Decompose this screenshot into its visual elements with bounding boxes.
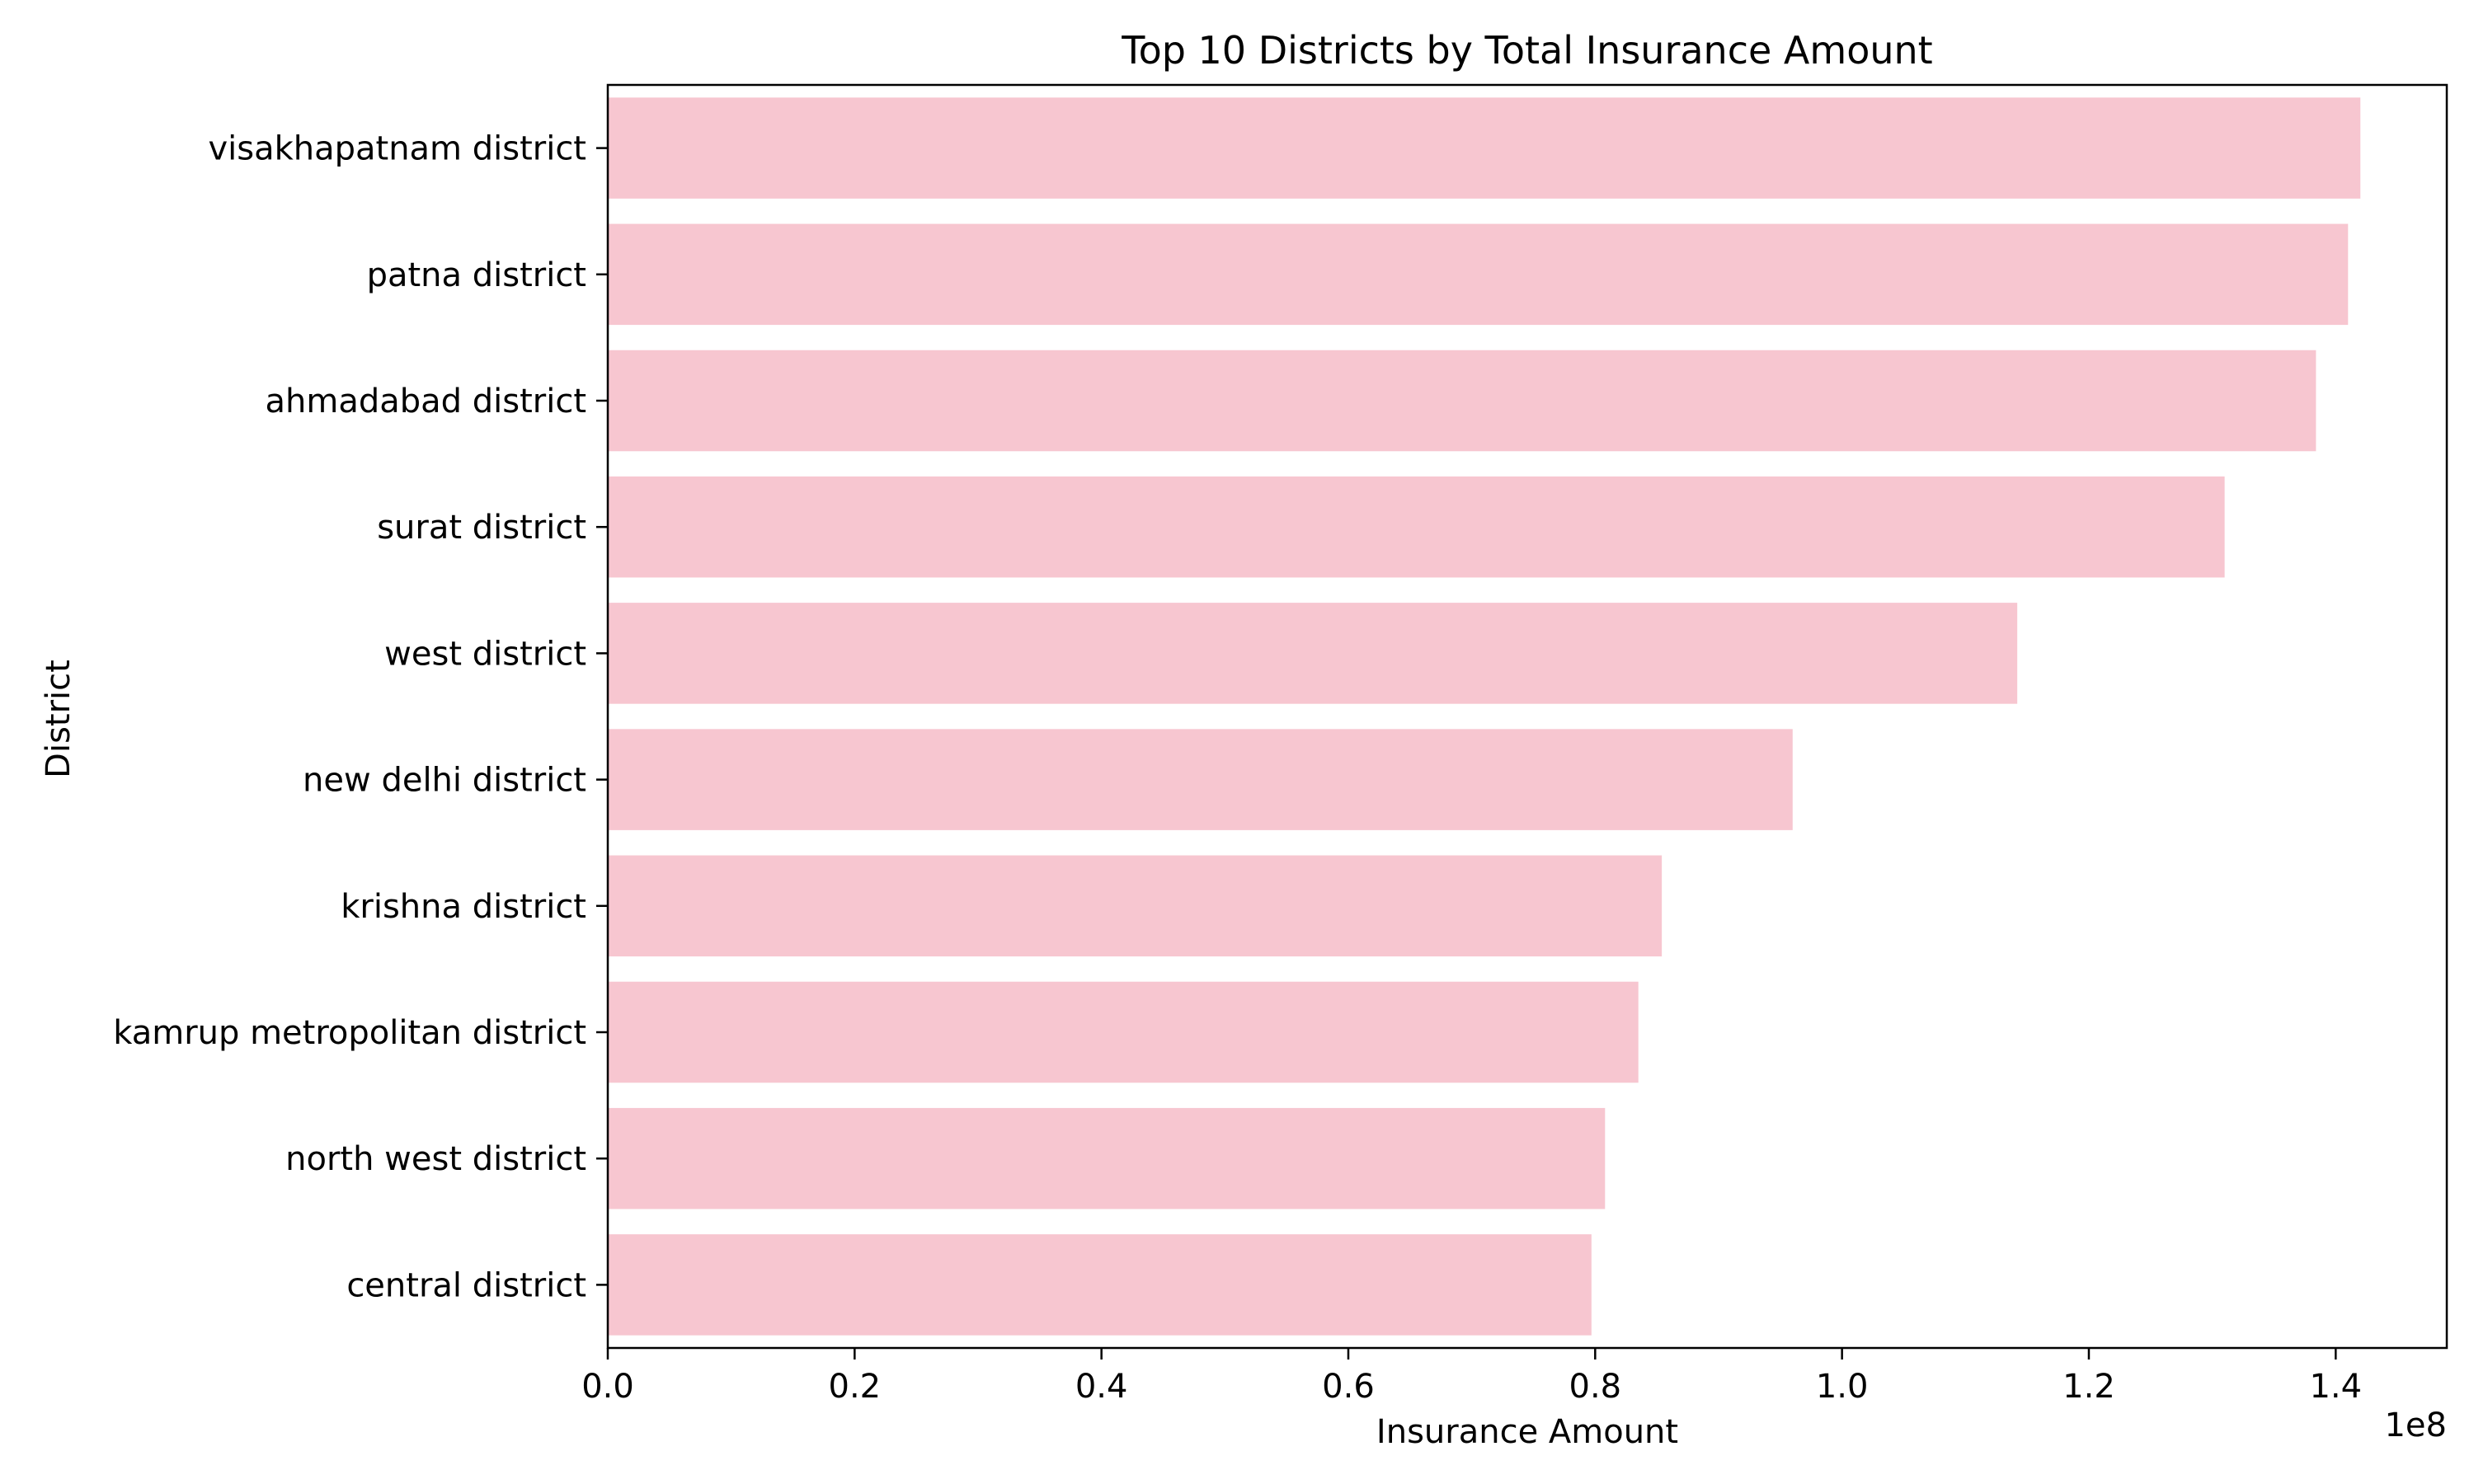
bar-central-district [608,1234,1592,1336]
y-tick-label: ahmadabad district [265,383,586,420]
y-tick-label: surat district [377,509,586,547]
x-tick-label: 1.0 [1816,1368,1869,1406]
y-axis-label: District [40,660,78,778]
x-axis-offset-label: 1e8 [2384,1407,2447,1444]
y-axis-ticks: visakhapatnam district patna district ahma… [113,130,608,1304]
y-tick-label: central district [346,1266,586,1304]
x-tick-label: 0.2 [829,1368,882,1406]
bar-kamrup-metropolitan-district [608,981,1639,1083]
bar-patna-district [608,223,2349,326]
y-tick-label: visakhapatnam district [208,130,586,168]
bars-group [608,97,2361,1336]
x-tick-label: 0.6 [1322,1368,1375,1406]
bar-visakhapatnam-district [608,97,2361,199]
x-tick-label: 0.8 [1569,1368,1622,1406]
y-tick-label: new delhi district [303,762,586,800]
plot-frame [606,83,2448,1350]
x-tick-label: 0.0 [581,1368,634,1406]
x-axis-label: Insurance Amount [1376,1413,1678,1451]
y-tick-label: kamrup metropolitan district [113,1014,586,1052]
x-tick-label: 1.2 [2062,1368,2115,1406]
bar-west-district [608,603,2018,704]
chart-title: Top 10 Districts by Total Insurance Amou… [1121,28,1932,73]
x-tick-label: 0.4 [1075,1368,1128,1406]
y-tick-label: patna district [367,256,586,294]
bar-new-delhi-district [608,729,1793,830]
bar-ahmadabad-district [608,350,2316,452]
bar-krishna-district [608,855,1663,957]
y-tick-label: krishna district [341,888,586,926]
x-tick-label: 1.4 [2309,1368,2362,1406]
y-tick-label: west district [384,635,586,673]
bar-north-west-district [608,1107,1606,1209]
bar-surat-district [608,476,2225,578]
x-axis-ticks: 0.0 0.2 0.4 0.6 0.8 1.0 1.2 1.4 [581,1348,2362,1406]
y-tick-label: north west district [285,1140,586,1178]
